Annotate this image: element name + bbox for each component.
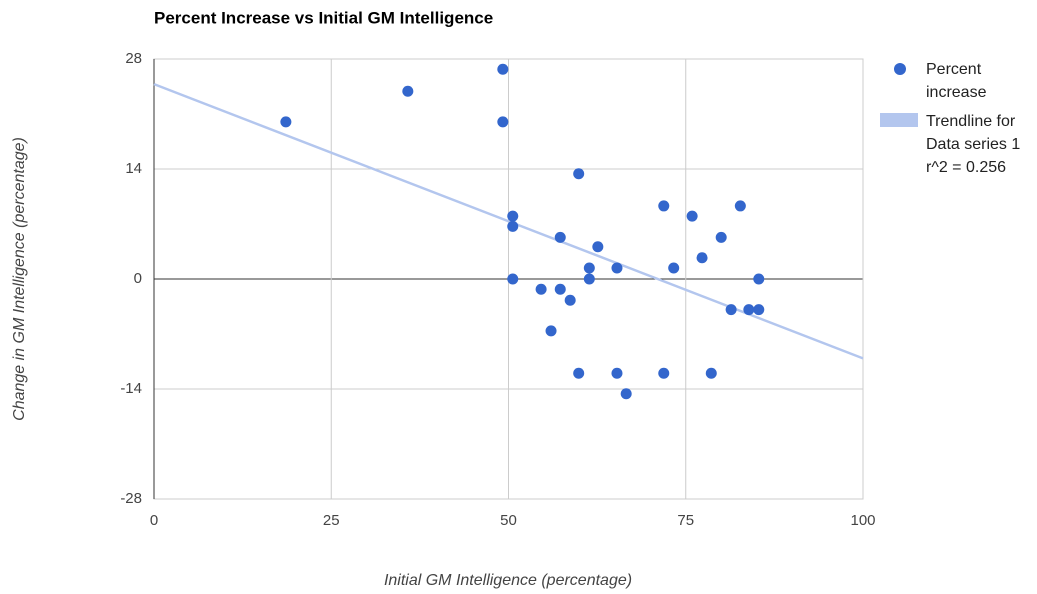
point: [725, 304, 737, 316]
x-tick-label: 0: [150, 512, 158, 529]
x-axis-title: Initial GM Intelligence (percentage): [384, 572, 632, 589]
point: [554, 283, 566, 295]
point: [611, 367, 623, 379]
y-tick-label: 0: [134, 270, 142, 287]
legend-swatch: [894, 63, 906, 75]
point: [554, 231, 566, 243]
x-tick-label: 25: [323, 512, 340, 529]
point: [497, 116, 509, 128]
point: [573, 168, 585, 180]
point: [611, 262, 623, 274]
point: [734, 200, 746, 212]
point: [535, 283, 547, 295]
point: [705, 367, 717, 379]
point: [658, 367, 670, 379]
point: [545, 325, 557, 337]
y-tick-label: -28: [120, 490, 142, 507]
point: [507, 273, 519, 285]
legend-item: Percent increase: [880, 58, 1037, 104]
y-tick-label: 14: [125, 160, 142, 177]
y-tick-label: -14: [120, 380, 142, 397]
point: [507, 220, 519, 232]
point: [280, 116, 292, 128]
point: [507, 210, 519, 222]
point: [753, 304, 765, 316]
legend-label: Percent increase: [926, 61, 987, 101]
point: [743, 304, 755, 316]
point: [686, 210, 698, 222]
point: [583, 262, 595, 274]
x-tick-label: 50: [500, 512, 517, 529]
point: [668, 262, 680, 274]
chart-title: Percent Increase vs Initial GM Intellige…: [154, 8, 493, 27]
y-tick-label: 28: [125, 50, 142, 67]
point: [402, 85, 414, 97]
point: [583, 273, 595, 285]
point: [696, 252, 708, 264]
point: [658, 200, 670, 212]
y-axis-title: Change in GM Intelligence (percentage): [11, 137, 28, 421]
point: [564, 294, 576, 306]
point: [573, 367, 585, 379]
point: [753, 273, 765, 285]
point: [497, 63, 509, 75]
legend-item: Trendline for Data series 1 r^2 = 0.256: [880, 110, 1037, 179]
point: [715, 231, 727, 243]
x-tick-label: 100: [850, 512, 875, 529]
point: [620, 388, 632, 400]
legend: Percent increase Trendline for Data serie…: [880, 58, 1037, 185]
point: [592, 241, 604, 253]
x-tick-label: 75: [677, 512, 694, 529]
legend-swatch: [880, 113, 918, 127]
legend-label: Trendline for Data series 1 r^2 = 0.256: [926, 113, 1021, 176]
